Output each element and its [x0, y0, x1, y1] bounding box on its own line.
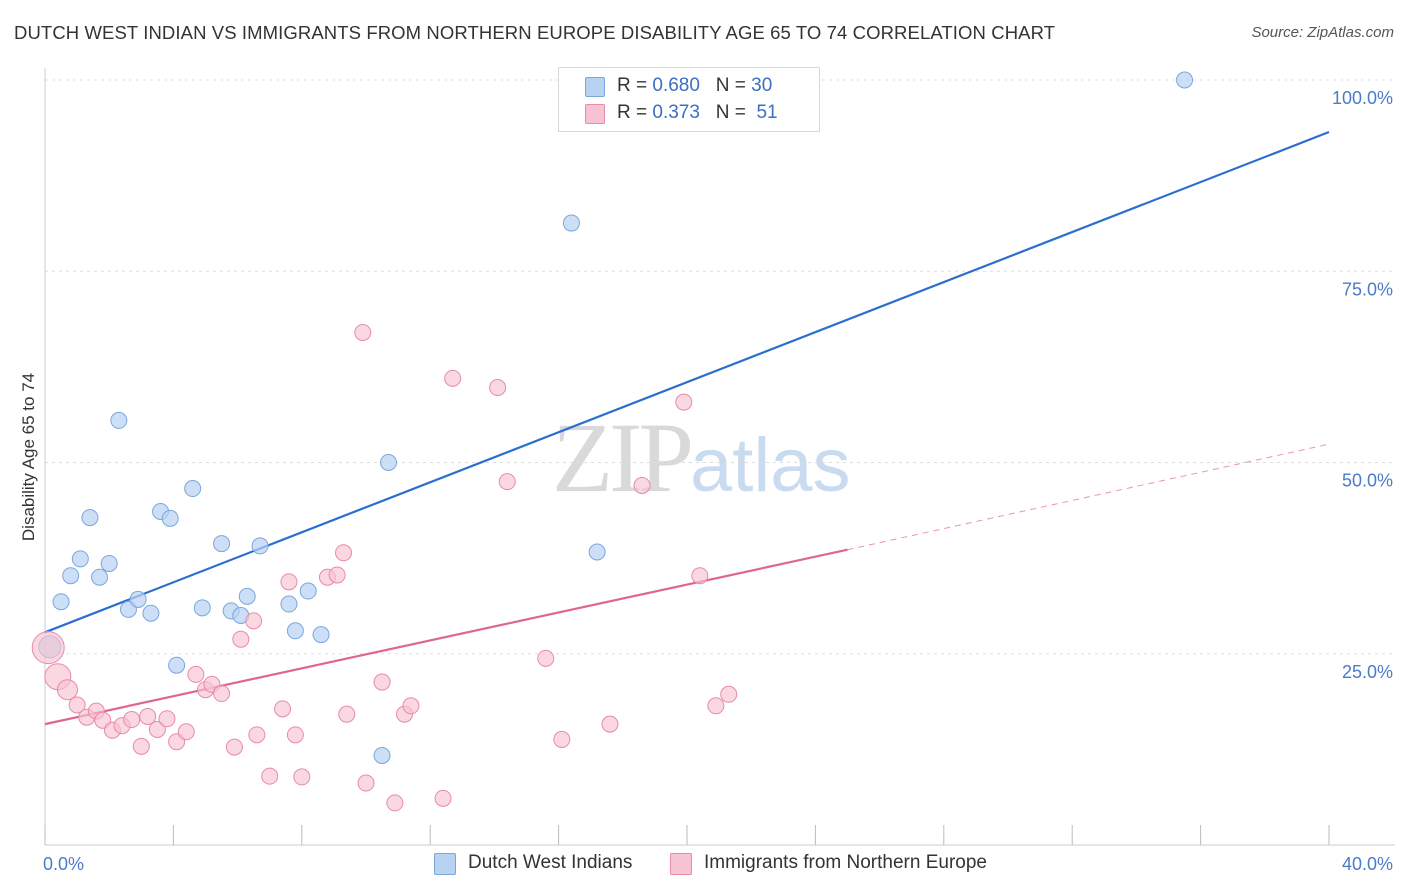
data-point-blue: [1176, 71, 1194, 89]
y-tick-label: 100.0%: [1332, 88, 1393, 108]
data-point-pink: [286, 726, 304, 744]
data-point-blue: [379, 454, 397, 471]
trend-line-pink: [44, 548, 848, 726]
data-point-pink: [187, 665, 205, 683]
data-point-pink: [123, 711, 141, 729]
legend-n-label: N =: [715, 75, 746, 96]
data-point-blue: [110, 411, 128, 429]
data-point-blue: [280, 595, 298, 613]
data-point-pink: [402, 697, 420, 715]
x-tick-label: 0.0%: [43, 854, 84, 874]
data-point-pink: [261, 767, 279, 785]
data-point-pink: [489, 379, 507, 397]
data-point-pink: [444, 369, 462, 387]
data-point-blue: [373, 746, 391, 764]
data-point-pink: [245, 612, 263, 630]
data-point-blue: [562, 214, 580, 232]
data-point-pink: [148, 720, 166, 738]
x-tick-label: 40.0%: [1342, 854, 1393, 874]
data-point-blue: [184, 480, 202, 498]
data-point-blue: [142, 604, 160, 622]
legend-swatch-pink: [585, 104, 605, 124]
y-tick-label: 25.0%: [1342, 662, 1393, 682]
data-point-pink: [537, 649, 555, 667]
series-dutch-west-indians: [38, 71, 1194, 764]
data-point-pink: [633, 476, 651, 494]
legend-n-value: 51: [756, 102, 778, 123]
legend-swatch-blue: [585, 77, 605, 97]
data-point-blue: [52, 593, 70, 611]
data-point-pink: [707, 697, 725, 715]
data-point-blue: [312, 626, 330, 644]
series-immigrants-northern-europe: [31, 323, 738, 812]
data-point-pink: [31, 631, 65, 665]
data-point-blue: [286, 622, 304, 640]
data-point-blue: [238, 587, 256, 605]
data-point-pink: [553, 730, 571, 748]
legend-r-label: R =: [617, 102, 648, 123]
legend-swatch-pink: [670, 853, 692, 875]
data-point-pink: [498, 473, 516, 491]
correlation-legend: R = 0.680 N = 30 R = 0.373 N = 51: [558, 67, 820, 132]
source-label: Source: ZipAtlas.com: [1251, 24, 1394, 41]
data-point-pink: [354, 323, 372, 341]
tick-labels: 25.0% 50.0% 75.0% 100.0% 0.0% 40.0% Disability…: [19, 88, 1393, 874]
data-point-pink: [68, 696, 86, 714]
data-point-blue: [62, 567, 80, 585]
y-axis-title: Disability Age 65 to 74: [19, 373, 38, 541]
data-point-pink: [434, 789, 452, 807]
legend-n-label: N =: [715, 102, 746, 123]
data-point-blue: [91, 568, 109, 586]
data-point-blue: [213, 535, 231, 553]
data-point-pink: [158, 710, 176, 728]
data-point-pink: [232, 630, 250, 648]
data-point-pink: [328, 566, 346, 584]
data-point-pink: [601, 715, 619, 733]
data-point-pink: [691, 567, 709, 585]
data-point-blue: [168, 656, 186, 674]
data-point-blue: [129, 590, 147, 608]
series-legend: Dutch West Indians Immigrants from North…: [0, 852, 1406, 878]
data-point-pink: [357, 774, 375, 792]
data-point-pink: [274, 700, 292, 718]
data-point-blue: [588, 543, 606, 561]
legend-r-value: 0.373: [652, 102, 700, 123]
legend-swatch-blue: [434, 853, 456, 875]
y-tick-label: 50.0%: [1342, 471, 1393, 491]
trend-line-blue: [44, 130, 1330, 634]
data-point-pink: [675, 393, 693, 411]
legend-r-value: 0.680: [652, 75, 700, 96]
data-point-pink: [386, 794, 404, 812]
gridlines: [45, 79, 1395, 655]
data-point-blue: [299, 582, 317, 600]
data-point-blue: [251, 537, 269, 555]
data-point-pink: [213, 685, 231, 703]
legend-r-label: R =: [617, 75, 648, 96]
trend-line-pink-extension: [847, 443, 1330, 551]
data-point-pink: [720, 685, 738, 703]
legend-label: Dutch West Indians: [468, 852, 633, 873]
data-point-pink: [338, 705, 356, 723]
data-point-blue: [81, 509, 99, 527]
chart-title: DUTCH WEST INDIAN VS IMMIGRANTS FROM NOR…: [14, 22, 1056, 43]
y-tick-label: 75.0%: [1342, 279, 1393, 299]
data-point-pink: [56, 679, 78, 701]
data-point-pink: [225, 738, 243, 756]
legend-n-value: 30: [751, 75, 773, 96]
data-point-blue: [193, 599, 211, 617]
data-point-pink: [373, 673, 391, 691]
axes: [44, 68, 1395, 846]
data-point-pink: [139, 707, 157, 725]
data-point-pink: [132, 737, 150, 755]
data-point-pink: [280, 573, 298, 591]
data-point-pink: [293, 768, 311, 786]
data-point-blue: [71, 550, 89, 568]
data-point-pink: [177, 723, 195, 741]
data-point-blue: [100, 554, 118, 572]
legend-label: Immigrants from Northern Europe: [704, 852, 987, 873]
data-point-pink: [335, 544, 353, 562]
data-point-blue: [161, 509, 179, 527]
data-point-pink: [248, 726, 266, 744]
